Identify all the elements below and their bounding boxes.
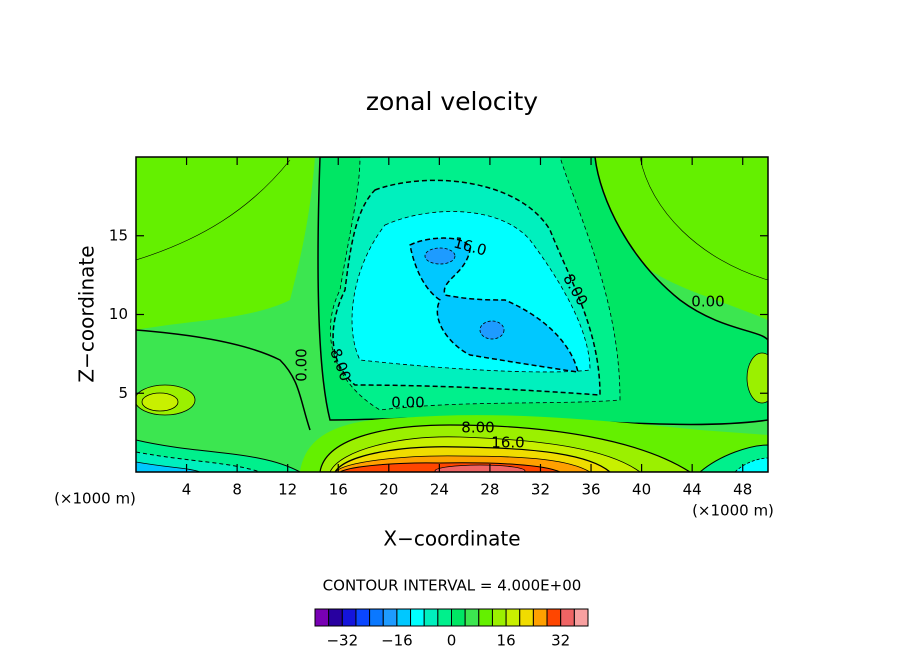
colorbar-box: [410, 608, 425, 627]
y-tick-label: 15: [109, 226, 128, 244]
colorbar-tick-label: −16: [381, 632, 413, 650]
colorbar-tick-label: 32: [551, 632, 570, 650]
contour-line: [136, 329, 311, 431]
colorbar-box: [519, 608, 534, 627]
y-axis-label: Z−coordinate: [75, 245, 99, 382]
colorbar-tick-label: 16: [497, 632, 516, 650]
colorbar-tick-label: −32: [326, 632, 358, 650]
region: [409, 237, 579, 373]
region: [595, 157, 768, 320]
contour-label: 8.00: [461, 419, 494, 437]
region: [746, 352, 768, 404]
x-tick-label: 44: [683, 481, 702, 499]
colorbar-box: [423, 608, 439, 627]
contour-label: 16.0: [491, 434, 524, 452]
colorbar-box: [328, 608, 343, 627]
x-tick-label: 36: [581, 481, 600, 499]
contour-field: [136, 157, 768, 472]
x-tick-label: 48: [733, 481, 752, 499]
x-tick-label: 24: [430, 481, 449, 499]
colorbar-box: [546, 608, 562, 627]
chart-title: zonal velocity: [366, 87, 538, 116]
colorbar-tick-label: 0: [447, 632, 457, 650]
x-unit-label: (×1000 m): [54, 490, 136, 508]
region: [434, 464, 526, 472]
colorbar-box: [382, 608, 398, 627]
colorbar-box: [573, 608, 589, 627]
x-tick-label: 16: [329, 481, 348, 499]
colorbar-box: [437, 608, 453, 627]
colorbar-box: [464, 608, 480, 627]
region: [479, 320, 505, 340]
contour-label: 0.00: [691, 293, 724, 311]
x-tick-label: 12: [278, 481, 297, 499]
y-tick-label: 10: [109, 305, 128, 323]
colorbar-box: [478, 608, 493, 627]
contour-label: 0.00: [391, 394, 424, 412]
colorbar-box: [396, 608, 412, 627]
contour-interval: CONTOUR INTERVAL = 4.000E+00: [323, 577, 582, 595]
contour-line: [639, 157, 768, 281]
colorbar-box: [491, 608, 507, 627]
colorbar-box: [369, 608, 384, 627]
x-unit-label: (×1000 m): [692, 502, 774, 520]
colorbar-box: [341, 608, 357, 627]
x-tick-label: 40: [632, 481, 651, 499]
contour-line: [136, 159, 291, 261]
x-axis-label: X−coordinate: [383, 527, 520, 551]
colorbar-box: [314, 608, 330, 627]
region: [141, 392, 179, 412]
colorbar-box: [355, 608, 371, 627]
colorbar-box: [532, 608, 548, 627]
y-tick-label: 5: [118, 384, 128, 402]
x-tick-label: 4: [182, 481, 192, 499]
x-tick-label: 28: [480, 481, 499, 499]
colorbar-box: [451, 608, 466, 627]
region: [136, 157, 315, 330]
x-tick-label: 20: [379, 481, 398, 499]
x-tick-label: 8: [232, 481, 242, 499]
colorbar-box: [560, 608, 575, 627]
x-tick-label: 32: [531, 481, 550, 499]
region: [424, 247, 456, 265]
contour-label: 0.00: [293, 348, 311, 381]
colorbar-box: [505, 608, 521, 627]
